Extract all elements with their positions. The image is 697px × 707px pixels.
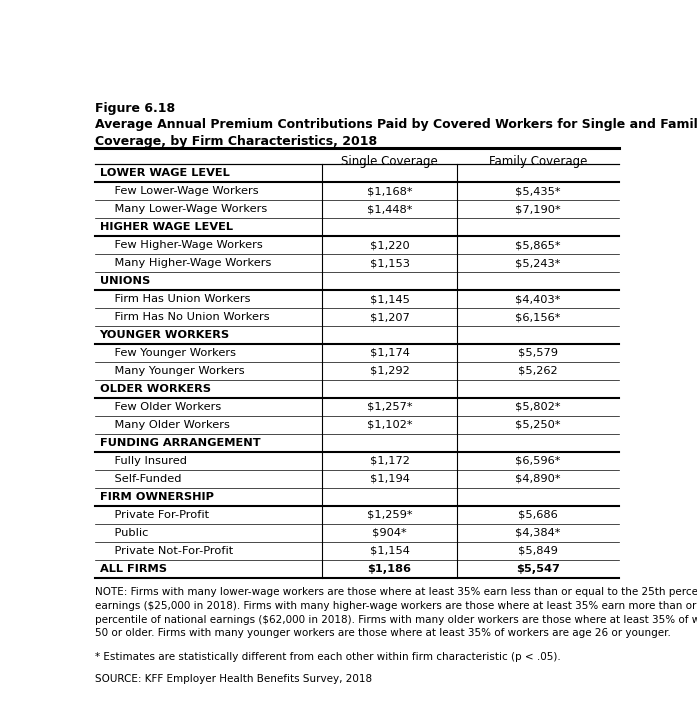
Text: Public: Public bbox=[100, 527, 148, 537]
Text: $5,849: $5,849 bbox=[519, 546, 558, 556]
Text: $1,194: $1,194 bbox=[369, 474, 410, 484]
Text: $1,168*: $1,168* bbox=[367, 186, 413, 197]
Text: NOTE: Firms with many lower-wage workers are those where at least 35% earn less : NOTE: Firms with many lower-wage workers… bbox=[95, 588, 697, 638]
Text: ALL FIRMS: ALL FIRMS bbox=[100, 563, 167, 573]
Text: $1,174: $1,174 bbox=[369, 348, 410, 358]
Text: Firm Has Union Workers: Firm Has Union Workers bbox=[100, 294, 250, 304]
Text: Private Not-For-Profit: Private Not-For-Profit bbox=[100, 546, 233, 556]
Text: FIRM OWNERSHIP: FIRM OWNERSHIP bbox=[100, 491, 213, 502]
Text: $5,865*: $5,865* bbox=[515, 240, 561, 250]
Text: $1,145: $1,145 bbox=[369, 294, 410, 304]
Text: $4,384*: $4,384* bbox=[516, 527, 561, 537]
Text: $5,547: $5,547 bbox=[516, 563, 560, 573]
Text: $4,403*: $4,403* bbox=[516, 294, 561, 304]
Text: Few Higher-Wage Workers: Few Higher-Wage Workers bbox=[100, 240, 262, 250]
Text: $1,153: $1,153 bbox=[369, 258, 410, 268]
Text: HIGHER WAGE LEVEL: HIGHER WAGE LEVEL bbox=[100, 222, 233, 232]
Text: $1,448*: $1,448* bbox=[367, 204, 413, 214]
Text: $6,596*: $6,596* bbox=[516, 456, 561, 466]
Text: $5,802*: $5,802* bbox=[515, 402, 561, 412]
Text: $1,292: $1,292 bbox=[369, 366, 410, 376]
Text: Many Lower-Wage Workers: Many Lower-Wage Workers bbox=[100, 204, 267, 214]
Text: Firm Has No Union Workers: Firm Has No Union Workers bbox=[100, 312, 269, 322]
Text: UNIONS: UNIONS bbox=[100, 276, 150, 286]
Text: Few Younger Workers: Few Younger Workers bbox=[100, 348, 236, 358]
Text: YOUNGER WORKERS: YOUNGER WORKERS bbox=[100, 330, 230, 340]
Text: SOURCE: KFF Employer Health Benefits Survey, 2018: SOURCE: KFF Employer Health Benefits Sur… bbox=[95, 674, 372, 684]
Text: $5,262: $5,262 bbox=[519, 366, 558, 376]
Text: $1,220: $1,220 bbox=[369, 240, 410, 250]
Text: $5,243*: $5,243* bbox=[516, 258, 561, 268]
Text: Family Coverage: Family Coverage bbox=[489, 155, 588, 168]
Text: Figure 6.18: Figure 6.18 bbox=[95, 103, 176, 115]
Text: Many Younger Workers: Many Younger Workers bbox=[100, 366, 244, 376]
Text: $5,686: $5,686 bbox=[519, 510, 558, 520]
Text: $6,156*: $6,156* bbox=[516, 312, 561, 322]
Text: $1,154: $1,154 bbox=[369, 546, 410, 556]
Text: $5,435*: $5,435* bbox=[515, 186, 561, 197]
Text: $7,190*: $7,190* bbox=[515, 204, 561, 214]
Text: Average Annual Premium Contributions Paid by Covered Workers for Single and Fami: Average Annual Premium Contributions Pai… bbox=[95, 117, 697, 148]
Text: Single Coverage: Single Coverage bbox=[342, 155, 438, 168]
Text: $1,102*: $1,102* bbox=[367, 420, 413, 430]
Text: * Estimates are statistically different from each other within firm characterist: * Estimates are statistically different … bbox=[95, 652, 561, 662]
Text: LOWER WAGE LEVEL: LOWER WAGE LEVEL bbox=[100, 168, 229, 178]
Text: $5,250*: $5,250* bbox=[515, 420, 561, 430]
Text: $1,259*: $1,259* bbox=[367, 510, 413, 520]
Text: $1,257*: $1,257* bbox=[367, 402, 413, 412]
Text: $1,207: $1,207 bbox=[369, 312, 410, 322]
Text: OLDER WORKERS: OLDER WORKERS bbox=[100, 384, 210, 394]
Text: $1,172: $1,172 bbox=[369, 456, 410, 466]
Text: FUNDING ARRANGEMENT: FUNDING ARRANGEMENT bbox=[100, 438, 260, 448]
Text: Fully Insured: Fully Insured bbox=[100, 456, 187, 466]
Text: Many Higher-Wage Workers: Many Higher-Wage Workers bbox=[100, 258, 271, 268]
Text: Many Older Workers: Many Older Workers bbox=[100, 420, 229, 430]
Text: Self-Funded: Self-Funded bbox=[100, 474, 181, 484]
Text: $4,890*: $4,890* bbox=[515, 474, 561, 484]
Text: $1,186: $1,186 bbox=[367, 563, 412, 573]
Text: Private For-Profit: Private For-Profit bbox=[100, 510, 208, 520]
Text: $904*: $904* bbox=[372, 527, 407, 537]
Text: $5,579: $5,579 bbox=[518, 348, 558, 358]
Text: Few Lower-Wage Workers: Few Lower-Wage Workers bbox=[100, 186, 258, 197]
Text: Few Older Workers: Few Older Workers bbox=[100, 402, 221, 412]
